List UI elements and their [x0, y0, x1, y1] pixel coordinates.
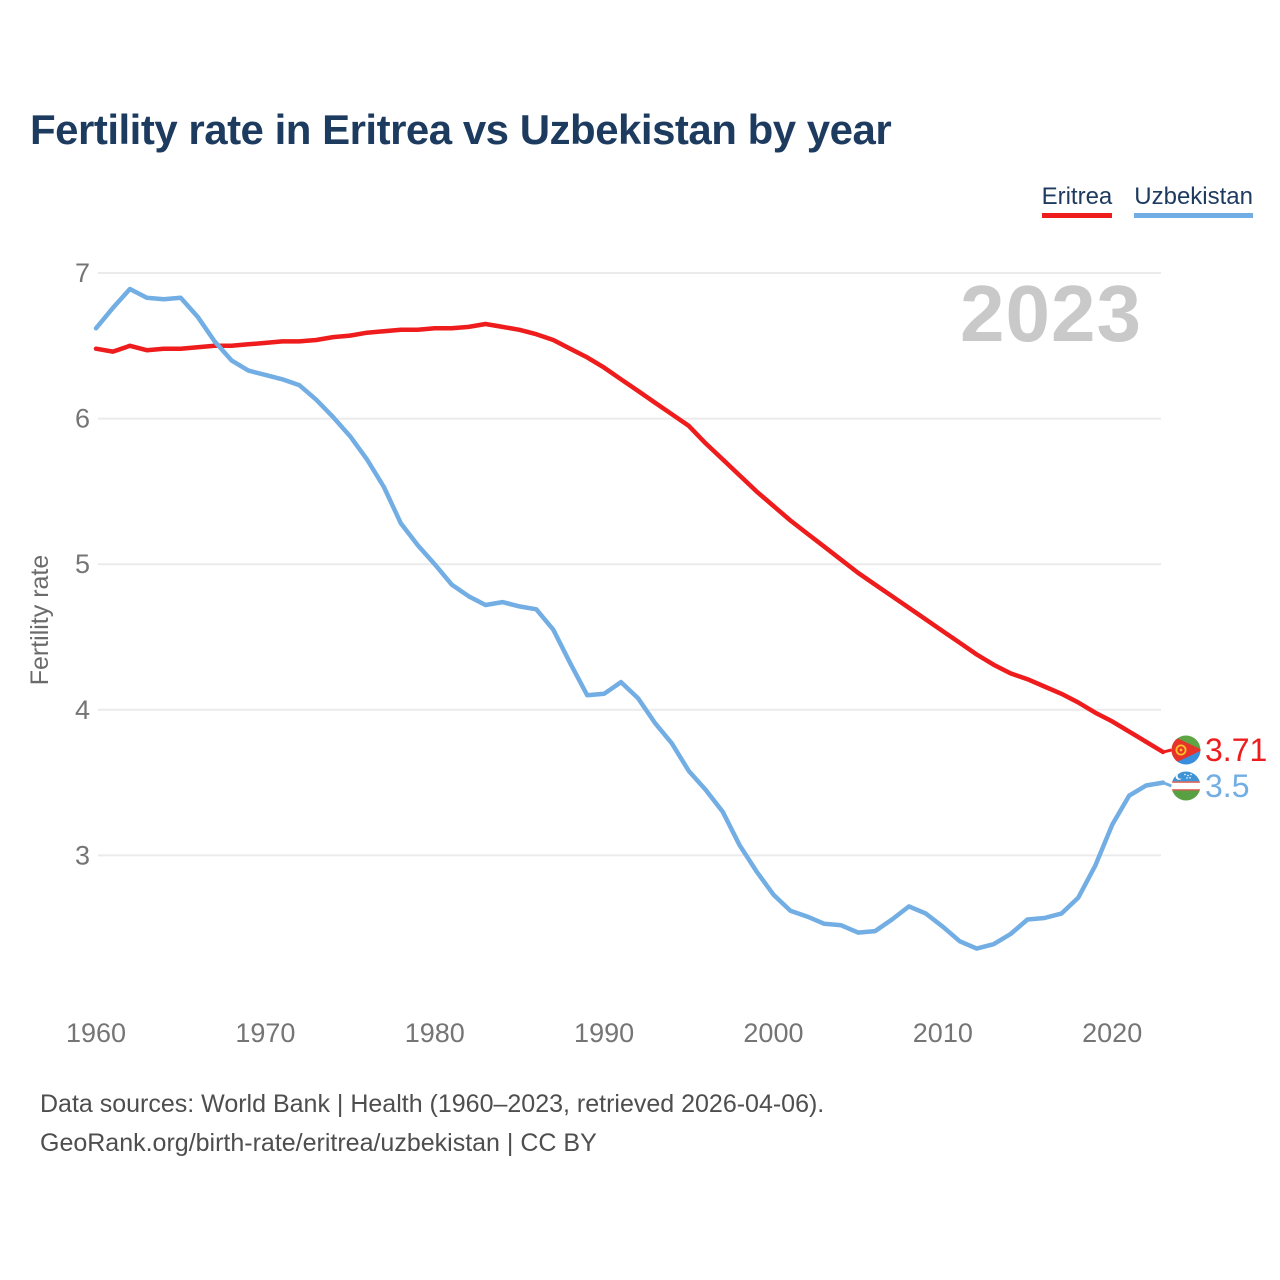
- footer-url-line: GeoRank.org/birth-rate/eritrea/uzbekista…: [40, 1129, 597, 1157]
- uzbekistan-connector: [1162, 781, 1173, 788]
- y-axis-title: Fertility rate: [26, 555, 54, 686]
- y-tick-label: 3: [75, 840, 90, 870]
- legend: Eritrea Uzbekistan: [1041, 183, 1253, 218]
- y-tick-label: 6: [75, 404, 90, 434]
- uzbekistan-underline: [1134, 213, 1253, 218]
- page-title: Fertility rate in Eritrea vs Uzbekistan …: [30, 106, 892, 153]
- x-tick-label: 2010: [913, 1018, 973, 1048]
- eritrea-line: [93, 321, 1166, 755]
- x-tick-label: 2020: [1082, 1018, 1142, 1048]
- footer-source-line: Data sources: World Bank | Health (1960–…: [40, 1090, 825, 1118]
- legend-label-eritrea: Eritrea: [1041, 183, 1113, 210]
- year-watermark: 2023: [960, 269, 1142, 358]
- legend-item-uzbekistan[interactable]: Uzbekistan: [1134, 184, 1253, 218]
- x-tick-label: 1960: [66, 1018, 126, 1048]
- legend-item-eritrea[interactable]: Eritrea: [1041, 183, 1113, 218]
- uzbekistan-flag-icon: [1171, 771, 1201, 801]
- y-tick-label: 4: [75, 695, 90, 725]
- eritrea-connector: [1162, 748, 1172, 754]
- y-tick-label: 5: [75, 549, 90, 579]
- uzbekistan-line: [93, 286, 1166, 951]
- x-tick-label: 1980: [405, 1018, 465, 1048]
- x-tick-label: 2000: [743, 1018, 803, 1048]
- eritrea-flag-icon: [1171, 735, 1201, 765]
- eritrea-underline: [1041, 213, 1113, 218]
- y-tick-label: 7: [75, 258, 90, 288]
- uzbekistan-end-value: 3.5: [1205, 768, 1249, 804]
- eritrea-end-value: 3.71: [1205, 732, 1267, 768]
- x-tick-label: 1990: [574, 1018, 634, 1048]
- legend-label-uzbekistan: Uzbekistan: [1134, 183, 1253, 210]
- footer: Data sources: World Bank | Health (1960–…: [40, 1085, 824, 1163]
- x-tick-label: 1970: [235, 1018, 295, 1048]
